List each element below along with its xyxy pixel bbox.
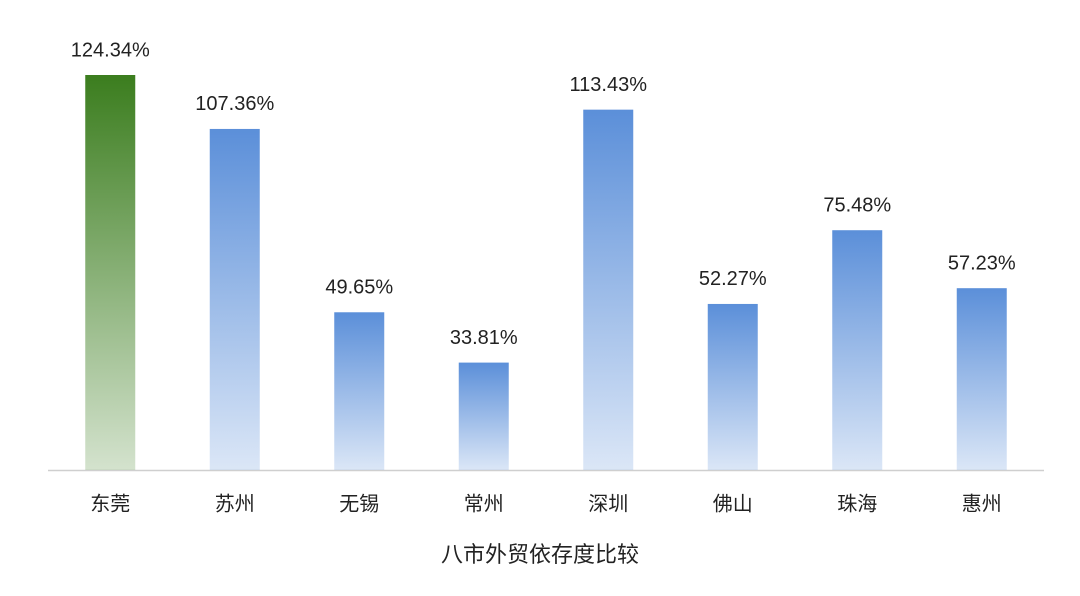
x-tick-label: 佛山 (713, 492, 753, 515)
x-tick-label: 深圳 (588, 492, 628, 515)
x-tick-label: 珠海 (837, 492, 877, 515)
bar (85, 75, 136, 470)
chart-title: 八市外贸依存度比较 (441, 542, 639, 567)
bar (707, 303, 758, 470)
value-label: 124.34% (71, 39, 150, 61)
value-label: 113.43% (570, 74, 648, 96)
bar (832, 230, 883, 470)
x-tick-label: 无锡 (339, 492, 379, 515)
value-label: 33.81% (450, 327, 518, 349)
value-label: 52.27% (699, 268, 767, 290)
x-tick-label: 苏州 (215, 492, 255, 515)
x-tick-label: 惠州 (962, 492, 1002, 515)
x-tick-label: 东莞 (90, 492, 130, 515)
bar (209, 128, 260, 471)
value-label: 49.65% (325, 277, 393, 299)
value-label: 57.23% (948, 252, 1016, 274)
x-tick-label: 常州 (464, 492, 504, 515)
value-label: 107.36% (195, 93, 274, 115)
bar (458, 362, 509, 470)
bar (956, 288, 1007, 470)
bar (583, 109, 634, 470)
value-label: 75.48% (823, 194, 891, 216)
bar (334, 312, 385, 470)
